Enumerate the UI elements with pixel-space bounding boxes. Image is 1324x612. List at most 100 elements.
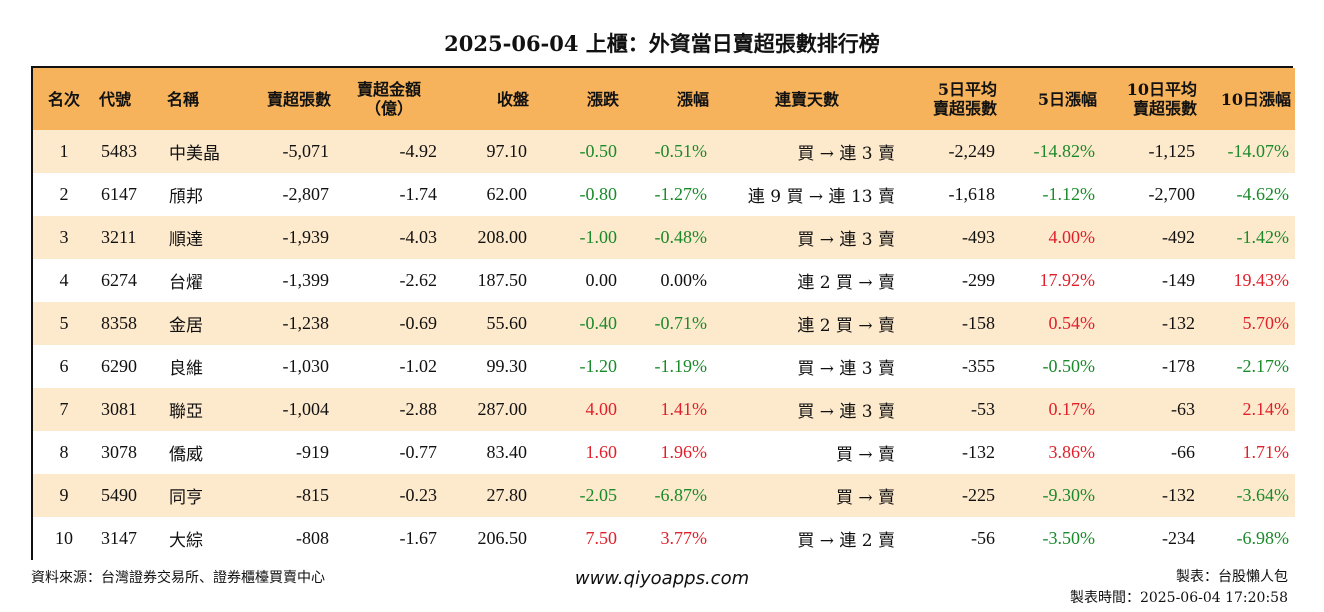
table-row: 7 3081 聯亞 -1,004 -2.88 287.00 4.00 1.41% 買 → 連 3… — [33, 388, 1295, 431]
cell-amount: -0.23 — [399, 485, 438, 505]
cell-avg5: -2,249 — [948, 141, 996, 161]
cell-code: 6147 — [101, 184, 137, 204]
data-source: 資料來源：台灣證券交易所、證券櫃檯買賣中心 — [31, 570, 325, 586]
cell-change: -1.00 — [579, 227, 618, 247]
cell-avg10: -149 — [1162, 270, 1195, 290]
cell-net-sell: -808 — [296, 528, 329, 548]
cell-pct10: 2.14% — [1242, 399, 1290, 419]
cell-amount: -4.92 — [399, 141, 438, 161]
cell-close: 208.00 — [477, 227, 528, 247]
header-rank: 名次 — [47, 89, 80, 109]
cell-code: 5490 — [101, 485, 137, 505]
cell-close: 62.00 — [486, 184, 528, 204]
header-name: 名稱 — [167, 89, 200, 109]
cell-avg5: -158 — [962, 313, 995, 333]
cell-net-sell: -1,238 — [282, 313, 330, 333]
cell-pct5: -14.82% — [1033, 141, 1096, 161]
cell-pct5: 0.17% — [1048, 399, 1096, 419]
cell-rank: 1 — [59, 141, 69, 161]
cell-code: 6274 — [101, 270, 137, 290]
header-streak: 連賣天數 — [774, 89, 839, 109]
cell-amount: -1.67 — [399, 528, 438, 548]
cell-streak: 買 → 賣 — [835, 488, 895, 508]
cell-code: 3147 — [101, 528, 137, 548]
cell-pct5: 4.00% — [1048, 227, 1096, 247]
cell-pct: 3.77% — [660, 528, 708, 548]
cell-pct10: -2.17% — [1236, 356, 1290, 376]
cell-pct: -1.27% — [654, 184, 708, 204]
cell-rank: 4 — [59, 270, 69, 290]
cell-amount: -1.74 — [399, 184, 438, 204]
cell-pct5: 3.86% — [1048, 442, 1096, 462]
header-close: 收盤 — [496, 89, 529, 109]
cell-pct: -0.71% — [654, 313, 708, 333]
cell-avg5: -299 — [962, 270, 995, 290]
cell-pct: 1.96% — [660, 442, 708, 462]
cell-amount: -2.88 — [399, 399, 438, 419]
cell-pct: -0.51% — [654, 141, 708, 161]
cell-pct5: -3.50% — [1042, 528, 1096, 548]
cell-close: 83.40 — [486, 442, 528, 462]
table-row: 4 6274 台燿 -1,399 -2.62 187.50 0.00 0.00% 連 2 買 →… — [33, 259, 1295, 302]
cell-name: 台燿 — [169, 273, 203, 293]
cell-net-sell: -2,807 — [282, 184, 330, 204]
cell-pct5: -9.30% — [1042, 485, 1096, 505]
cell-change: 7.50 — [585, 528, 618, 548]
cell-name: 中美晶 — [169, 144, 220, 164]
table-row: 10 3147 大綜 -808 -1.67 206.50 7.50 3.77% 買 → 連 2 … — [33, 517, 1295, 560]
cell-pct10: 1.71% — [1242, 442, 1290, 462]
cell-avg5: -53 — [971, 399, 995, 419]
cell-avg5: -1,618 — [948, 184, 996, 204]
cell-close: 99.30 — [486, 356, 528, 376]
cell-amount: -0.69 — [399, 313, 438, 333]
header-amount-line2: （億） — [364, 99, 413, 118]
table-row: 9 5490 同亨 -815 -0.23 27.80 -2.05 -6.87% 買 → 賣 -22… — [33, 474, 1295, 517]
header-pct10: 10日漲幅 — [1220, 89, 1291, 109]
cell-pct10: -4.62% — [1236, 184, 1290, 204]
cell-close: 187.50 — [477, 270, 528, 290]
cell-name: 同亨 — [169, 488, 203, 508]
cell-name: 僑威 — [169, 445, 203, 465]
cell-amount: -1.02 — [399, 356, 438, 376]
header-avg5-line2: 賣超張數 — [932, 99, 997, 118]
cell-rank: 3 — [59, 227, 69, 247]
cell-change: -2.05 — [579, 485, 618, 505]
maker: 製表：台股懶人包 — [1176, 569, 1288, 585]
cell-pct5: 17.92% — [1039, 270, 1096, 290]
cell-pct: -1.19% — [654, 356, 708, 376]
table-row: 3 3211 順達 -1,939 -4.03 208.00 -1.00 -0.48% 買 → 連… — [33, 216, 1295, 259]
cell-pct5: 0.54% — [1048, 313, 1096, 333]
header-pct5: 5日漲幅 — [1037, 89, 1097, 109]
cell-code: 3211 — [101, 227, 137, 247]
cell-rank: 9 — [59, 485, 69, 505]
table-row: 2 6147 頎邦 -2,807 -1.74 62.00 -0.80 -1.27% 連 9 買 … — [33, 173, 1295, 216]
header-code: 代號 — [99, 89, 132, 109]
header-avg5: 5日平均 賣超張數 — [901, 68, 1001, 130]
cell-code: 3078 — [101, 442, 137, 462]
cell-net-sell: -1,030 — [282, 356, 330, 376]
cell-avg10: -132 — [1162, 313, 1195, 333]
cell-avg5: -355 — [962, 356, 995, 376]
cell-streak: 買 → 連 3 賣 — [797, 402, 895, 422]
cell-code: 8358 — [101, 313, 137, 333]
cell-name: 良維 — [169, 359, 203, 379]
maker-info: 製表：台股懶人包 製表時間：2025-06-04 17:20:58 — [1070, 567, 1288, 609]
cell-avg10: -2,700 — [1148, 184, 1196, 204]
cell-pct: 0.00% — [660, 270, 708, 290]
cell-avg5: -132 — [962, 442, 995, 462]
cell-change: 0.00 — [585, 270, 618, 290]
cell-code: 6290 — [101, 356, 137, 376]
cell-net-sell: -5,071 — [282, 141, 330, 161]
cell-avg10: -66 — [1171, 442, 1195, 462]
cell-streak: 連 9 買 → 連 13 賣 — [747, 187, 895, 207]
cell-pct: -6.87% — [654, 485, 708, 505]
cell-change: 4.00 — [585, 399, 618, 419]
ranking-table-container: 名次 代號 名稱 賣超張數 賣超金額 （億） 收盤 漲跌 漲幅 連賣天數 5日平… — [31, 66, 1295, 560]
cell-close: 27.80 — [486, 485, 528, 505]
table-row: 8 3078 僑威 -919 -0.77 83.40 1.60 1.96% 買 → 賣 -132 3… — [33, 431, 1295, 474]
cell-change: -0.40 — [579, 313, 618, 333]
cell-amount: -2.62 — [399, 270, 438, 290]
header-pct: 漲幅 — [676, 89, 709, 109]
website-link[interactable]: www.qiyoapps.com — [574, 568, 750, 589]
cell-pct10: -6.98% — [1236, 528, 1290, 548]
